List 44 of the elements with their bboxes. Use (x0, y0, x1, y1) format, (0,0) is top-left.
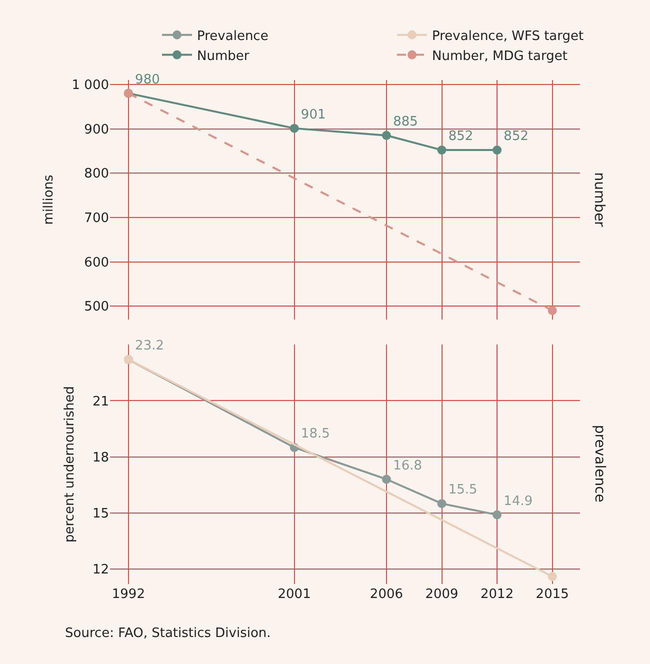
x-tick-label: 1992 (112, 587, 145, 602)
data-label: 23.2 (135, 338, 164, 354)
y-tick-label: 12 (92, 562, 109, 578)
data-label: 14.9 (504, 494, 533, 509)
y-axis-title: percent undernourished (62, 386, 78, 543)
data-label: 901 (300, 107, 326, 122)
legend-label: Prevalence (197, 28, 268, 44)
data-label: 980 (135, 72, 160, 88)
point (437, 499, 446, 508)
y-tick-label: 21 (92, 394, 109, 410)
point (492, 146, 502, 155)
legend-label: Prevalence, WFS target (432, 28, 584, 44)
data-label: 852 (448, 129, 474, 144)
point (290, 124, 299, 133)
point (382, 130, 391, 140)
y-tick-label: 800 (84, 166, 109, 182)
text: prevalence (592, 424, 608, 502)
source-note: Source: FAO, Statistics Division. (65, 626, 271, 641)
point (492, 510, 502, 520)
y-tick-label: 500 (84, 300, 109, 315)
text: number (591, 172, 608, 228)
y-tick-label: 600 (84, 255, 109, 270)
x-tick-label: 2009 (425, 587, 458, 602)
x-tick-label: 2001 (278, 587, 311, 602)
data-label: 18.5 (300, 426, 330, 442)
data-label: 885 (393, 114, 418, 130)
point (548, 572, 557, 582)
y-tick-label: 18 (92, 450, 109, 466)
point (437, 146, 446, 155)
x-tick-label: 2006 (370, 587, 404, 602)
y-axis-title: millions (42, 174, 57, 225)
x-tick-label: 2012 (480, 587, 514, 602)
data-label: 852 (504, 129, 529, 144)
data-label: 15.5 (448, 482, 478, 498)
y-tick-label: 1 000 (72, 78, 109, 93)
y-tick-label: 15 (92, 506, 109, 522)
legend-label: Number (197, 48, 250, 64)
y-tick-label: 700 (84, 210, 109, 226)
x-tick-label: 2015 (536, 587, 569, 602)
y-tick-label: 900 (84, 122, 109, 138)
legend-label: Number, MDG target (432, 48, 568, 64)
data-label: 16.8 (393, 458, 422, 474)
point (548, 306, 557, 316)
point (382, 474, 391, 484)
